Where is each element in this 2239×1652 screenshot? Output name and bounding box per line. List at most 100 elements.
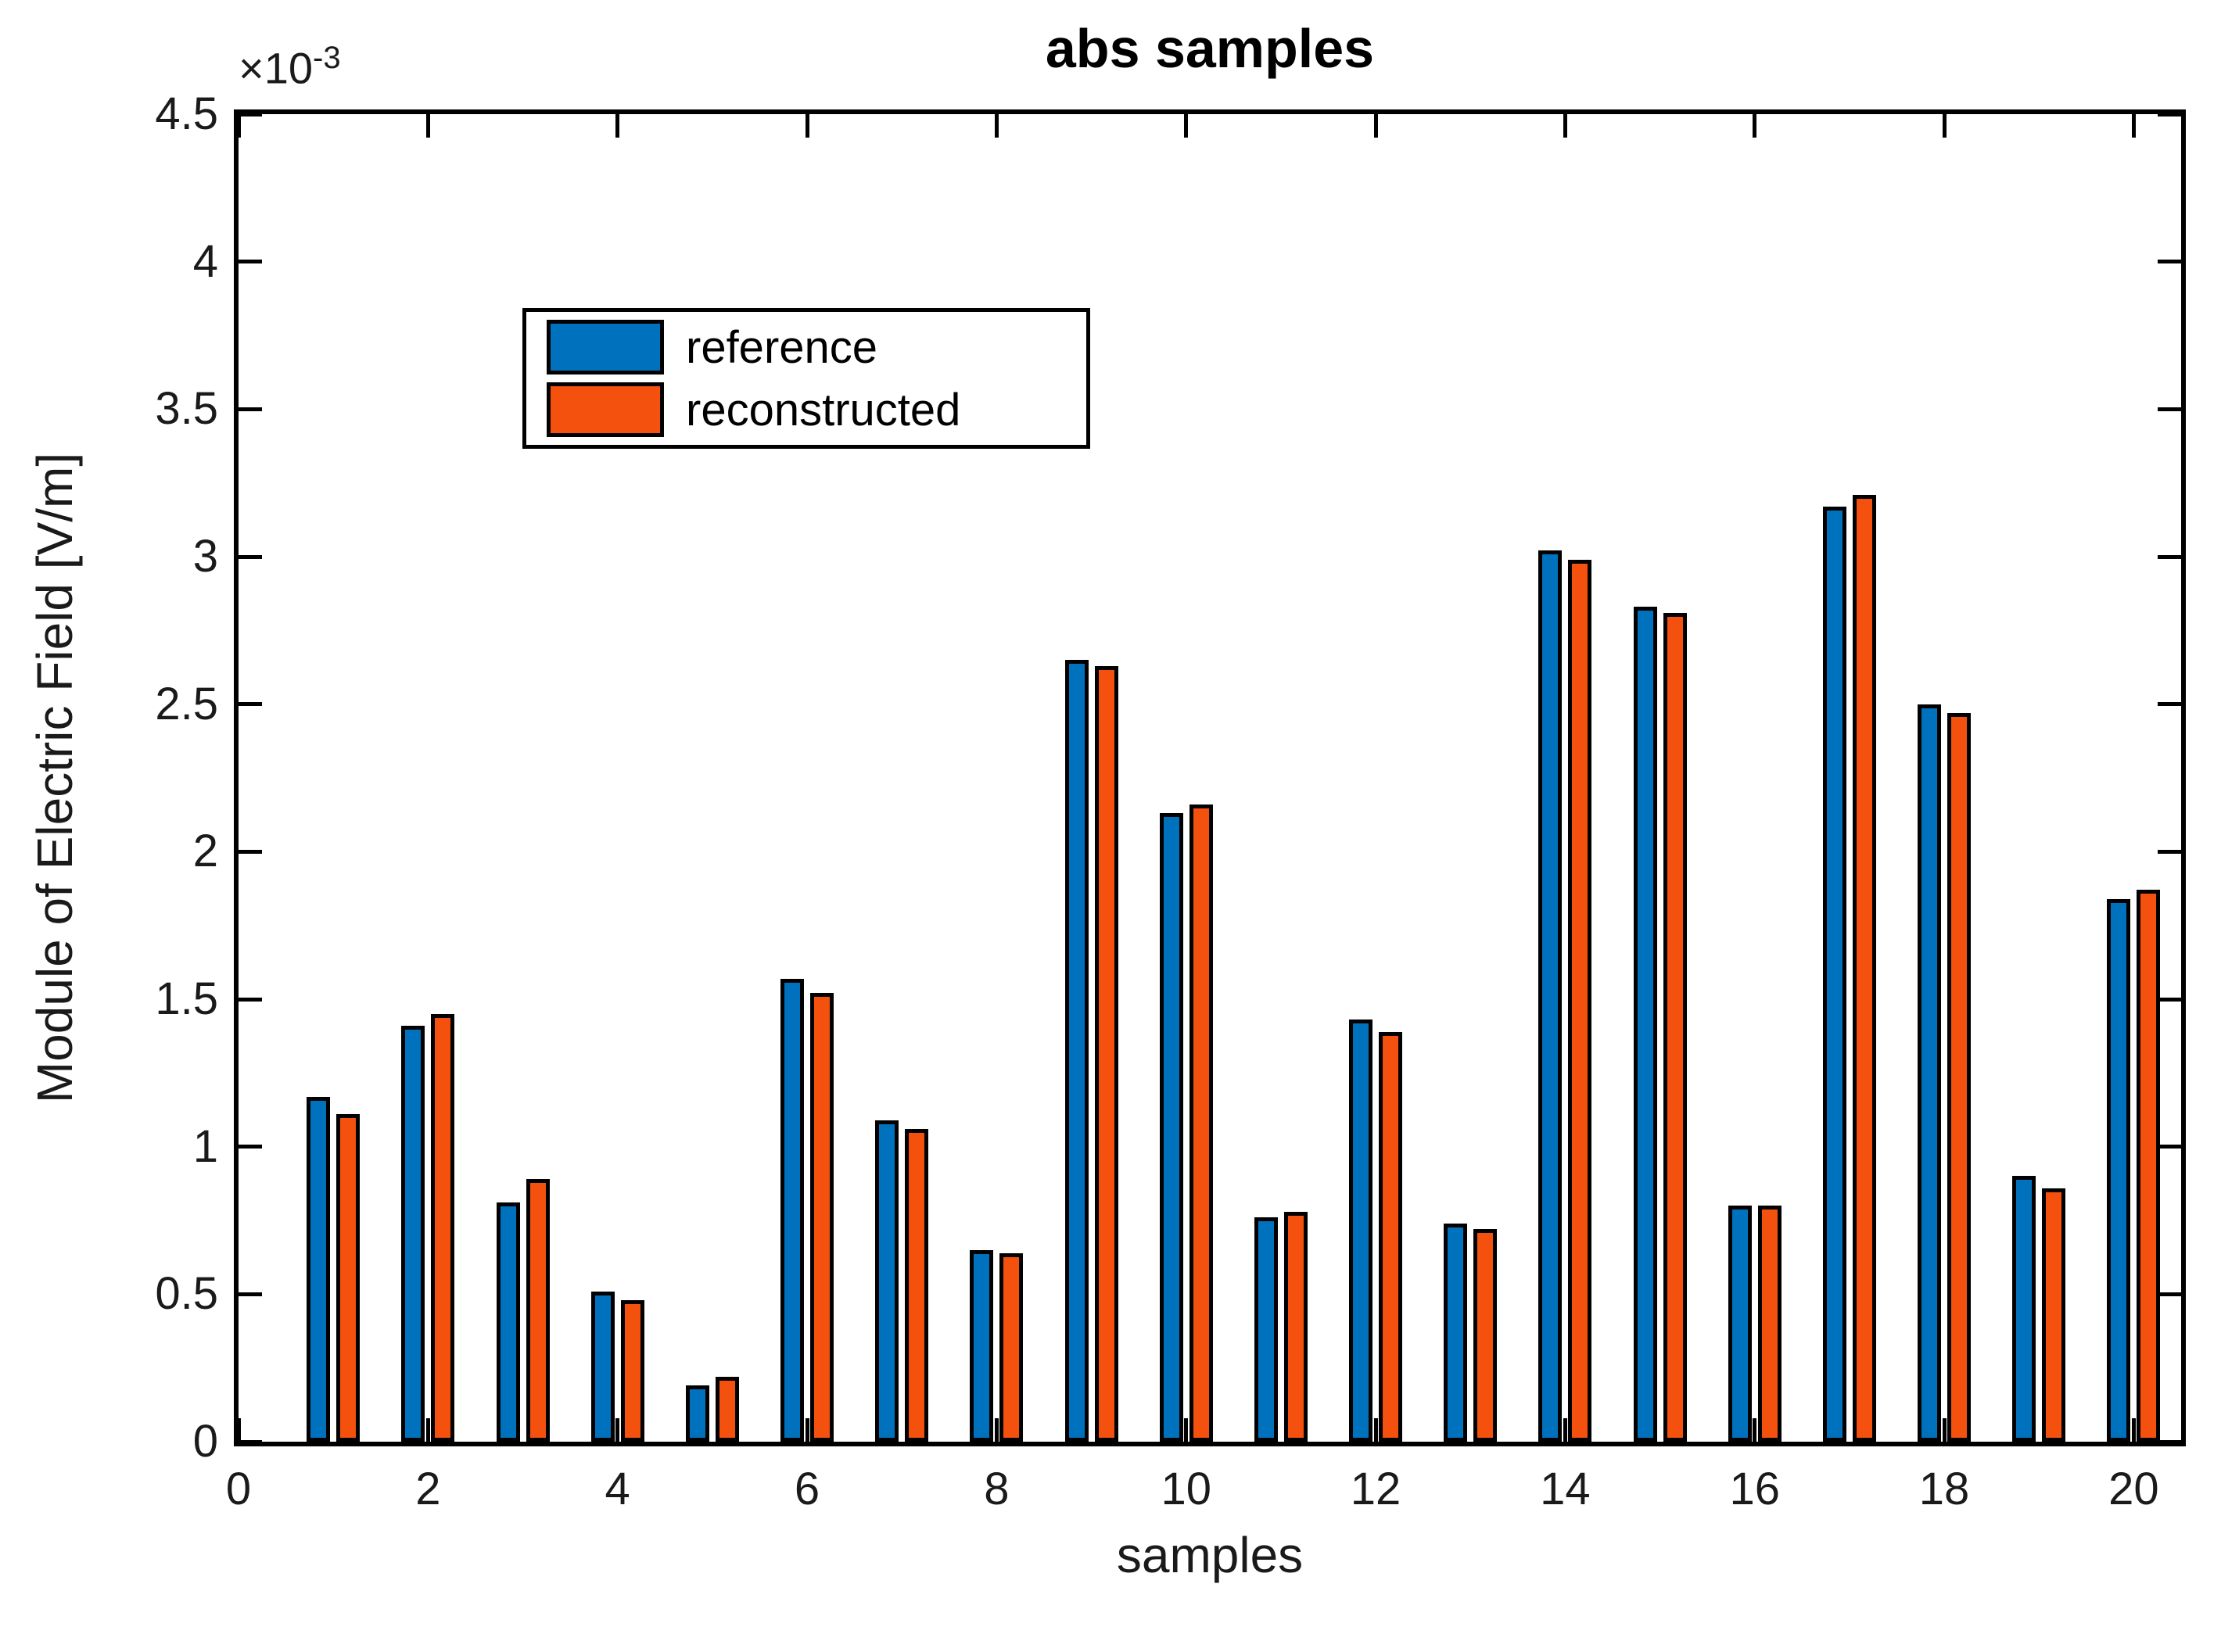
y-tick-label-2: 2 [192, 826, 218, 877]
y-tick-mark-0 [2158, 1439, 2181, 1444]
bar-reconstructed-sample-4 [620, 1299, 644, 1442]
bar-reconstructed-sample-12 [1379, 1031, 1403, 1442]
bar-reference-sample-20 [2107, 898, 2131, 1442]
y-tick-label-0.5: 0.5 [155, 1268, 218, 1320]
x-tick-mark-20 [2131, 114, 2136, 138]
bar-reference-sample-11 [1254, 1217, 1278, 1442]
x-tick-label-0: 0 [225, 1464, 252, 1514]
x-tick-mark-8 [994, 1418, 999, 1442]
legend-entry-reference: reference [547, 320, 1086, 374]
x-tick-mark-8 [994, 114, 999, 138]
bar-reconstructed-sample-8 [999, 1252, 1024, 1442]
y-tick-mark-1.5 [239, 997, 262, 1002]
y-tick-mark-2 [239, 849, 262, 854]
x-tick-mark-0 [236, 114, 241, 138]
x-tick-mark-0 [236, 1418, 241, 1442]
bar-reference-sample-15 [1633, 607, 1657, 1442]
y-tick-label-3.5: 3.5 [155, 383, 218, 435]
y-tick-label-4.5: 4.5 [155, 88, 218, 139]
x-tick-mark-10 [1184, 1418, 1189, 1442]
x-tick-label-8: 8 [984, 1464, 1010, 1514]
y-tick-mark-1 [239, 1145, 262, 1149]
x-tick-mark-16 [1753, 1418, 1757, 1442]
bar-reconstructed-sample-9 [1094, 665, 1118, 1442]
x-tick-mark-12 [1373, 1418, 1378, 1442]
bar-reference-sample-4 [590, 1291, 615, 1442]
x-tick-label-12: 12 [1350, 1464, 1401, 1514]
chart-title: abs samples [1045, 18, 1375, 79]
bar-reference-sample-18 [1918, 704, 1942, 1442]
x-tick-mark-2 [425, 114, 430, 138]
y-tick-label-2.5: 2.5 [155, 678, 218, 729]
x-tick-label-18: 18 [1918, 1464, 1970, 1514]
bar-reconstructed-sample-2 [431, 1013, 455, 1442]
y-tick-label-0: 0 [192, 1416, 218, 1467]
bar-reconstructed-sample-10 [1189, 804, 1213, 1442]
y-tick-mark-0.5 [239, 1292, 262, 1296]
x-tick-label-20: 20 [2108, 1464, 2159, 1514]
exponent-power: -3 [313, 41, 341, 75]
bar-reference-sample-19 [2012, 1176, 2036, 1442]
bar-reference-sample-6 [780, 978, 805, 1442]
bar-reconstructed-sample-15 [1663, 612, 1687, 1442]
y-tick-mark-4 [2158, 260, 2181, 264]
y-tick-label-1.5: 1.5 [155, 973, 218, 1024]
x-tick-mark-4 [615, 114, 620, 138]
x-tick-mark-6 [805, 114, 809, 138]
legend: reference reconstructed [522, 308, 1090, 449]
y-tick-mark-2.5 [239, 702, 262, 707]
y-tick-mark-3 [2158, 554, 2181, 559]
y-tick-label-1: 1 [192, 1120, 218, 1172]
x-tick-label-6: 6 [794, 1464, 820, 1514]
y-tick-mark-1 [2158, 1145, 2181, 1149]
x-tick-mark-18 [1942, 1418, 1947, 1442]
bar-reference-sample-14 [1538, 550, 1563, 1442]
y-tick-mark-4 [239, 260, 262, 264]
y-tick-mark-1.5 [2158, 997, 2181, 1002]
exponent-base: ×10 [239, 43, 313, 93]
bar-reconstructed-sample-18 [1947, 713, 1972, 1442]
x-tick-label-10: 10 [1161, 1464, 1211, 1514]
bar-reconstructed-sample-1 [336, 1114, 361, 1442]
x-tick-mark-20 [2131, 1418, 2136, 1442]
x-tick-mark-10 [1184, 114, 1189, 138]
y-tick-mark-4.5 [239, 112, 262, 116]
y-tick-mark-2.5 [2158, 702, 2181, 707]
legend-swatch-reference [547, 320, 664, 374]
x-tick-mark-2 [425, 1418, 430, 1442]
plot-area: reference reconstructed [234, 109, 2186, 1446]
x-tick-mark-16 [1753, 114, 1757, 138]
bar-reference-sample-12 [1349, 1020, 1373, 1442]
bar-reference-sample-9 [1064, 660, 1089, 1442]
x-tick-label-4: 4 [605, 1464, 630, 1514]
x-tick-mark-14 [1563, 114, 1567, 138]
bar-reconstructed-sample-7 [905, 1129, 929, 1442]
x-tick-mark-12 [1373, 114, 1378, 138]
y-axis-exponent-label: ×10-3 [239, 41, 341, 94]
y-tick-mark-3 [239, 554, 262, 559]
x-tick-mark-4 [615, 1418, 620, 1442]
bar-reference-sample-10 [1159, 813, 1183, 1442]
bar-reference-sample-7 [875, 1120, 899, 1442]
bar-reference-sample-8 [970, 1249, 994, 1442]
x-tick-label-2: 2 [415, 1464, 441, 1514]
y-tick-mark-3.5 [239, 407, 262, 411]
x-tick-mark-6 [805, 1418, 809, 1442]
y-tick-mark-0.5 [2158, 1292, 2181, 1296]
bar-reconstructed-sample-6 [810, 993, 834, 1442]
x-tick-mark-14 [1563, 1418, 1567, 1442]
bar-reconstructed-sample-13 [1473, 1229, 1498, 1442]
legend-label-reconstructed: reconstructed [686, 384, 961, 435]
y-tick-label-4: 4 [192, 235, 218, 287]
bar-reconstructed-sample-20 [2137, 890, 2161, 1442]
bar-reference-sample-1 [307, 1096, 331, 1442]
y-tick-label-3: 3 [192, 531, 218, 582]
x-tick-label-14: 14 [1540, 1464, 1591, 1514]
bar-reference-sample-17 [1822, 506, 1846, 1442]
x-tick-label-16: 16 [1729, 1464, 1780, 1514]
bar-reference-sample-5 [685, 1385, 709, 1442]
legend-label-reference: reference [686, 321, 878, 373]
bar-reconstructed-sample-14 [1568, 559, 1592, 1442]
bar-reconstructed-sample-19 [2042, 1188, 2066, 1442]
